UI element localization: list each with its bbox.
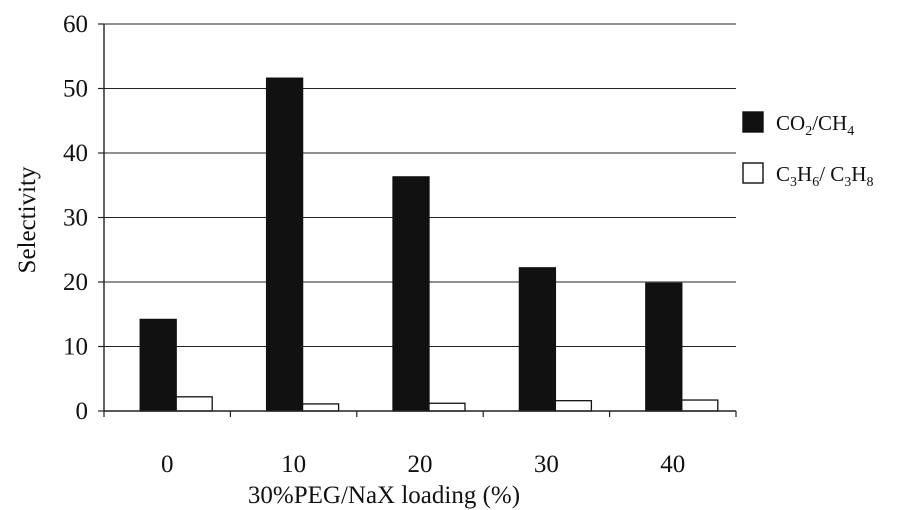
legend-label: CO2/CH4: [776, 111, 854, 139]
legend-swatch: [742, 111, 764, 133]
bar-c3h6-c3h8-30: [554, 400, 593, 412]
bars: [139, 77, 719, 412]
bar-c3h6-c3h8-0: [175, 396, 213, 412]
bar-co2-ch4-0: [139, 318, 177, 412]
y-tick-label: 20: [63, 269, 88, 296]
x-axis-title: 30%PEG/NaX loading (%): [248, 482, 520, 509]
y-tick-label: 40: [63, 140, 88, 167]
bar-co2-ch4-30: [518, 267, 557, 412]
y-tick-label: 50: [63, 76, 88, 103]
bar-c3h6-c3h8-40: [681, 399, 719, 412]
y-tick-label: 60: [63, 11, 88, 38]
x-tick-label: 40: [660, 451, 685, 478]
legend-swatch: [742, 162, 764, 184]
legend: CO2/CH4 C3H6/ C3H8: [742, 111, 873, 190]
legend-label: C3H6/ C3H8: [776, 162, 873, 190]
bar-co2-ch4-10: [265, 77, 304, 412]
bar-co2-ch4-20: [392, 176, 430, 412]
y-tick-label: 10: [63, 334, 88, 361]
x-tick-label: 10: [281, 451, 306, 478]
x-tick-label: 20: [408, 451, 433, 478]
bar-c3h6-c3h8-10: [301, 403, 340, 412]
tick-labels: 0 10 20 30 40 50 60 0 10 20 30 40: [63, 11, 685, 478]
y-tick-label: 0: [76, 398, 89, 425]
bar-co2-ch4-40: [645, 282, 683, 412]
x-tick-label: 0: [161, 451, 174, 478]
y-tick-label: 30: [63, 205, 88, 232]
bar-c3h6-c3h8-20: [428, 402, 466, 412]
x-tick-label: 30: [534, 451, 559, 478]
y-axis-title: Selectivity: [14, 166, 41, 273]
axes: [98, 23, 737, 417]
